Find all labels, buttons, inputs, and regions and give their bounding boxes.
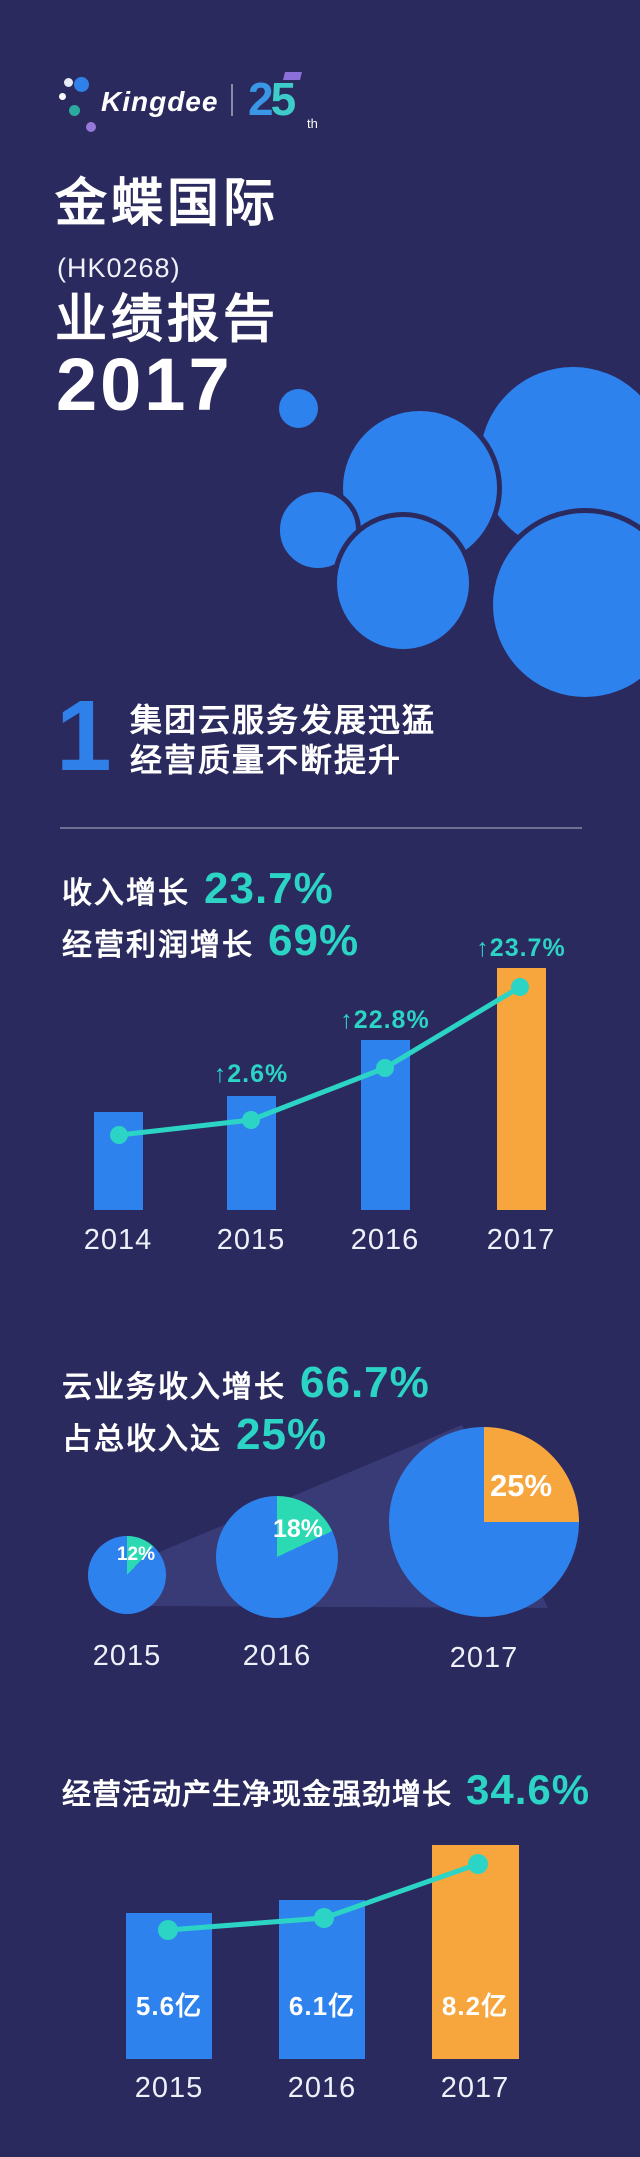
pie-label-2015: 12%: [116, 1544, 156, 1565]
logo-dot-white-2: [59, 93, 66, 100]
cash-value-2016: 6.1亿: [288, 1991, 356, 2021]
logo-dot-white-1: [64, 78, 73, 87]
pie-label-2016: 18%: [272, 1515, 324, 1543]
growth-label-2016: ↑22.8%: [340, 1006, 430, 1034]
growth-label-2017: ↑23.7%: [476, 934, 566, 962]
anniversary-suffix: th: [307, 116, 318, 131]
stat-revenue-label: 收入增长: [62, 877, 190, 910]
stat-cash-value: 34.6%: [466, 1766, 591, 1813]
pie-year-2015: 2015: [92, 1640, 162, 1672]
cash-year-2016: 2016: [287, 2072, 357, 2104]
pie-2017: [389, 1427, 579, 1617]
page-title-year: 2017: [56, 343, 233, 426]
bar-2016: [361, 1040, 410, 1210]
cash-bar-2017: [432, 1845, 519, 2059]
pie-year-2017: 2017: [449, 1642, 519, 1674]
axis-year-2015: 2015: [216, 1224, 286, 1256]
axis-year-2014: 2014: [83, 1224, 153, 1256]
bar-2015: [227, 1096, 276, 1210]
section-heading-line2: 经营质量不断提升: [130, 742, 403, 778]
stat-profit-value: 69%: [268, 916, 360, 965]
axis-year-2017: 2017: [486, 1224, 556, 1256]
cash-bar-2016: [279, 1900, 365, 2059]
section-heading: 集团云服务发展迅猛 经营质量不断提升: [130, 700, 436, 780]
cloud-lobe-bottom-right: [488, 508, 640, 702]
page-title-report: 业绩报告: [55, 291, 280, 349]
pie-2016: [216, 1496, 338, 1618]
small-cloud-dot: [279, 389, 318, 428]
stat-share-of-revenue: 占总收入达 25%: [62, 1410, 327, 1460]
cash-year-2015: 2015: [134, 2072, 204, 2104]
pie-label-2017: 25%: [489, 1468, 553, 1503]
growth-label-2015: ↑2.6%: [213, 1060, 289, 1088]
stat-cloud-value: 66.7%: [300, 1358, 430, 1407]
section-number: 1: [56, 680, 112, 792]
logo-dot-blue: [74, 77, 89, 92]
anniversary-25th-mark: 25: [248, 76, 296, 122]
logo-dot-purple: [86, 122, 96, 132]
logo-divider: [231, 84, 233, 116]
anniversary-digit-5: 5: [270, 73, 297, 125]
brand-wordmark: Kingdee: [101, 86, 219, 117]
bar-2017: [497, 968, 546, 1210]
page-title-company: 金蝶国际: [55, 175, 280, 233]
stat-revenue-value: 23.7%: [204, 864, 334, 913]
cloud-lobe-bottom-mid: [332, 512, 474, 654]
stat-share-value: 25%: [236, 1410, 328, 1459]
section-heading-line1: 集团云服务发展迅猛: [130, 702, 437, 738]
stat-profit-growth: 经营利润增长 69%: [62, 916, 359, 966]
anniversary-flag-icon: [283, 72, 302, 80]
cash-value-2017: 8.2亿: [441, 1991, 509, 2021]
cash-year-2017: 2017: [440, 2072, 510, 2104]
stat-cash-label: 经营活动产生净现金强劲增长: [62, 1779, 453, 1811]
stat-cloud-growth: 云业务收入增长 66.7%: [62, 1358, 430, 1408]
stat-revenue-growth: 收入增长 23.7%: [62, 864, 334, 914]
stat-cloud-label: 云业务收入增长: [62, 1371, 286, 1404]
logo-dot-teal: [69, 105, 80, 116]
section-divider: [60, 827, 582, 829]
anniversary-digit-2: 2: [248, 73, 274, 125]
axis-year-2016: 2016: [350, 1224, 420, 1256]
stat-net-cash-growth: 经营活动产生净现金强劲增长 34.6%: [62, 1766, 590, 1814]
pie-year-2016: 2016: [242, 1640, 312, 1672]
stat-profit-label: 经营利润增长: [62, 929, 254, 962]
bar-2014: [94, 1112, 143, 1210]
stat-share-label: 占总收入达: [62, 1423, 222, 1456]
pie-2015: [88, 1536, 166, 1614]
stock-ticker: (HK0268): [57, 253, 181, 283]
cash-value-2015: 5.6亿: [135, 1991, 203, 2021]
